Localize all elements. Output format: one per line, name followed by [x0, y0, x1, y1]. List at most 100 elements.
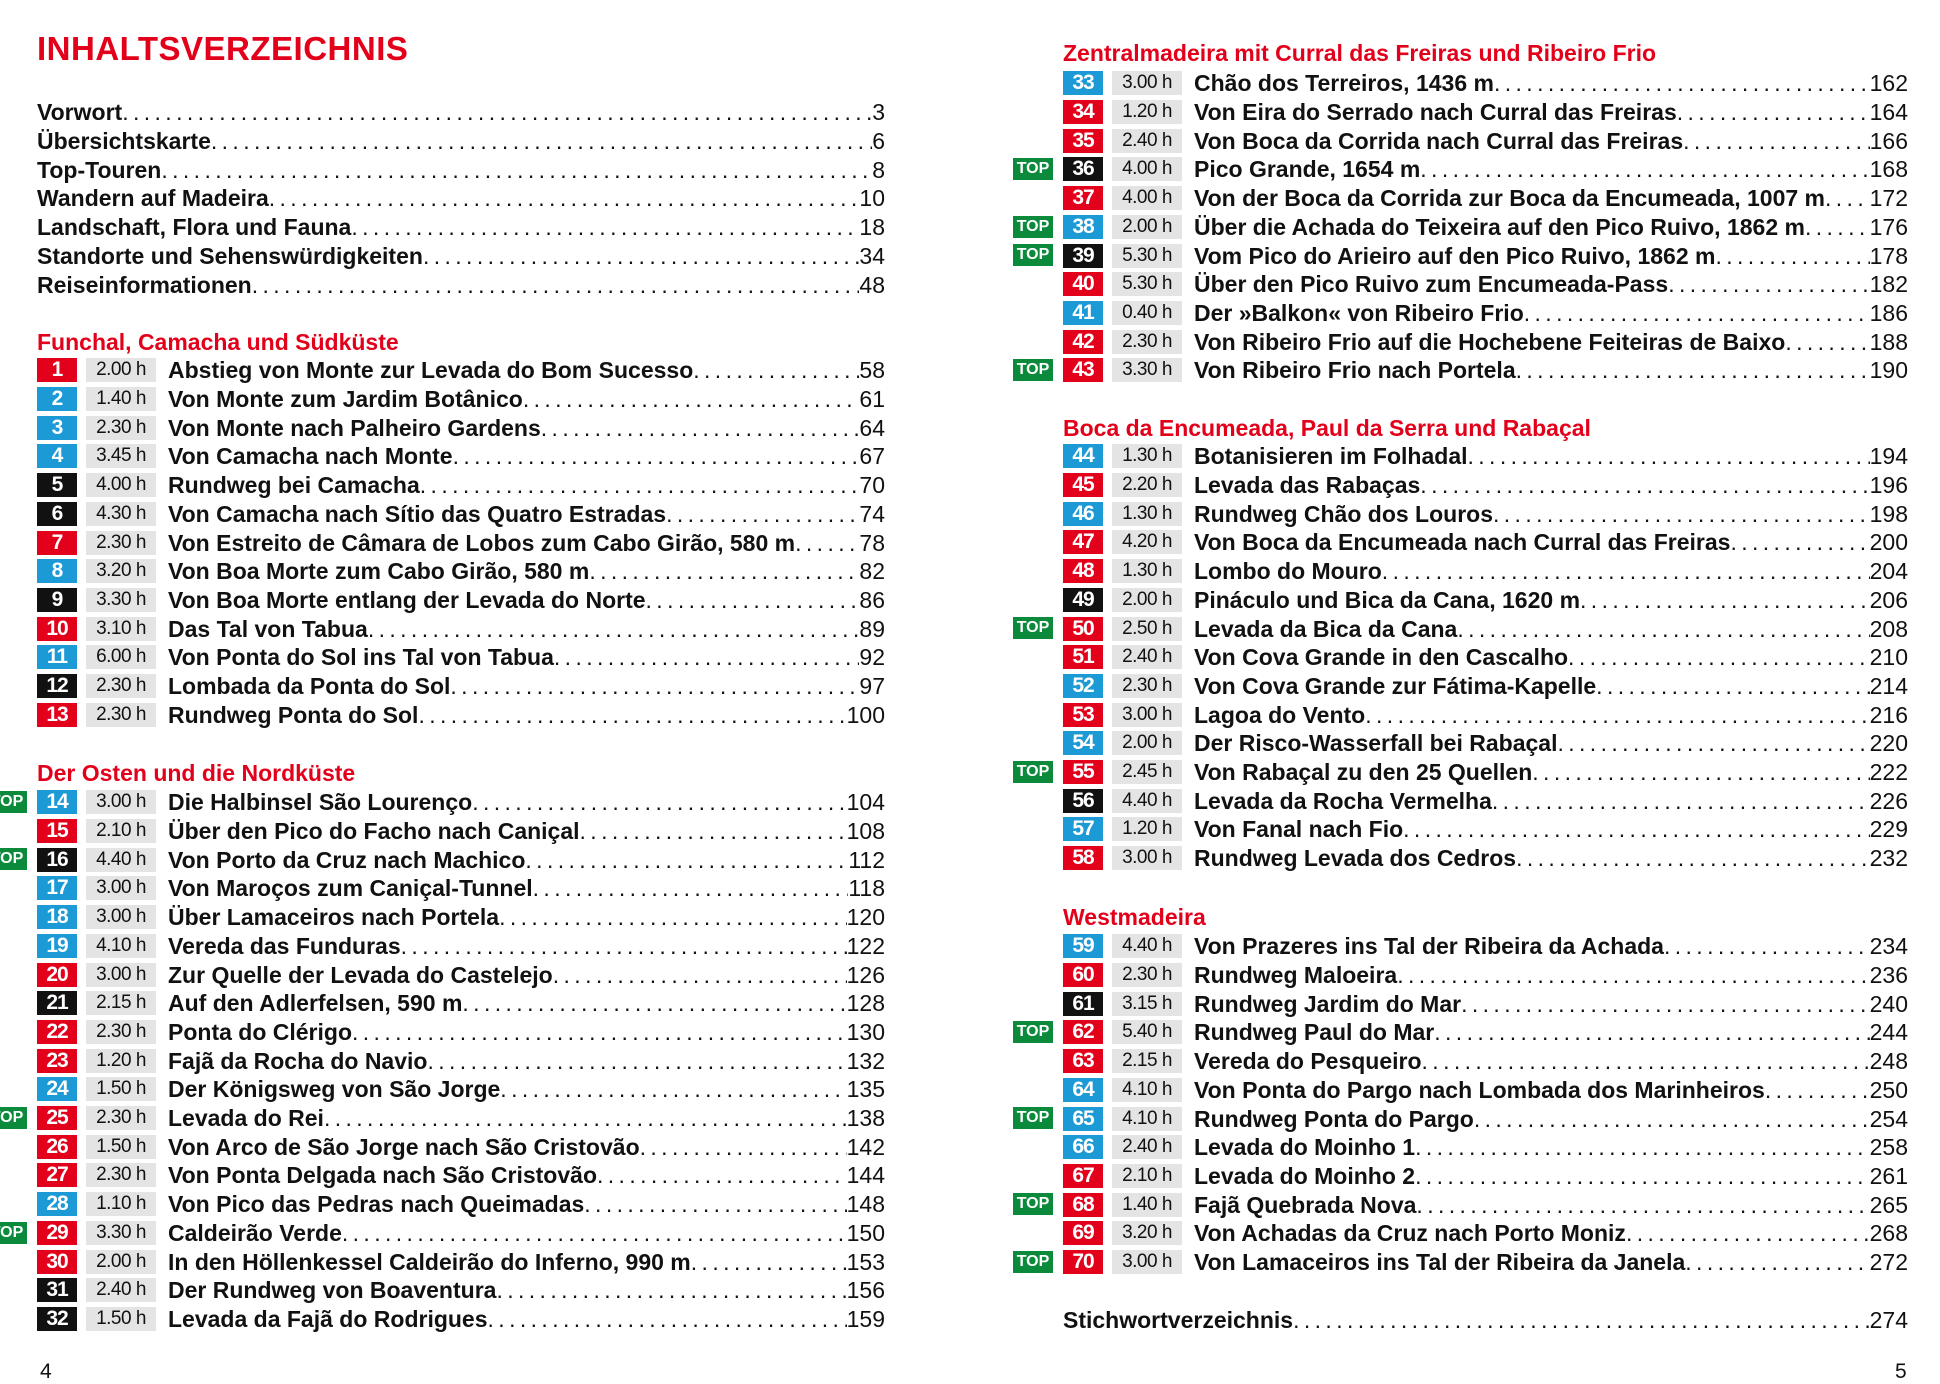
tour-entry[interactable]: 63 2.15 h Vereda do Pesqueiro 248 [1063, 1047, 1908, 1076]
tour-entry[interactable]: 3 2.30 h Von Monte nach Palheiro Gardens 64 [37, 413, 885, 442]
dot-leader [269, 184, 860, 212]
tour-entry[interactable]: 34 1.20 h Von Eira do Serrado nach Curral … [1063, 98, 1908, 127]
tour-entry[interactable]: 14 3.00 h Die Halbinsel São Lourenço 104 [37, 788, 885, 817]
tour-entry[interactable]: 54 2.00 h Der Risco-Wasserfall bei Rabaçal… [1063, 729, 1908, 758]
tour-entry[interactable]: 4 3.45 h Von Camacha nach Monte 67 [37, 442, 885, 471]
tour-entry[interactable]: 47 4.20 h Von Boca da Encumeada nach Curra… [1063, 528, 1908, 557]
entry-title: Von Arco de São Jorge nach São Cristovão [168, 1133, 640, 1160]
tour-entry[interactable]: 21 2.15 h Auf den Adlerfelsen, 590 m 128 [37, 989, 885, 1018]
tour-entry[interactable]: 49 2.00 h Pináculo und Bica da Cana, 1620 … [1063, 586, 1908, 615]
entry-title: Zur Quelle der Levada do Castelejo [168, 961, 553, 988]
entry-page: 232 [1869, 845, 1908, 872]
tour-entry[interactable]: 52 2.30 h Von Cova Grande zur Fátima-Kapel… [1063, 672, 1908, 701]
tour-entry[interactable]: 8 3.20 h Von Boa Morte zum Cabo Girão, 580… [37, 557, 885, 586]
tour-entry[interactable]: 62 5.40 h Rundweg Paul do Mar 244 [1063, 1018, 1908, 1047]
tour-entry[interactable]: 33 3.00 h Chão dos Terreiros, 1436 m 162 [1063, 69, 1908, 98]
toc-entry[interactable]: Wandern auf Madeira 10 [37, 184, 885, 213]
tour-entry[interactable]: 17 3.00 h Von Maroços zum Caniçal-Tunnel 11… [37, 874, 885, 903]
tour-entry[interactable]: 70 3.00 h Von Lamaceiros ins Tal der Ribei… [1063, 1248, 1908, 1277]
tour-entry[interactable]: 48 1.30 h Lombo do Mouro 204 [1063, 557, 1908, 586]
dot-leader [122, 98, 872, 126]
tour-entry[interactable]: 31 2.40 h Der Rundweg von Boaventura 156 [37, 1276, 885, 1305]
tour-entry[interactable]: 12 2.30 h Lombada da Ponta do Sol 97 [37, 672, 885, 701]
tour-entry[interactable]: 67 2.10 h Levada do Moinho 2 261 [1063, 1162, 1908, 1191]
tour-entry[interactable]: 24 1.50 h Der Königsweg von São Jorge 135 [37, 1075, 885, 1104]
tour-entry[interactable]: 40 5.30 h Über den Pico Ruivo zum Encumead… [1063, 270, 1908, 299]
dot-leader [401, 932, 847, 960]
toc-entry[interactable]: Standorte und Sehenswürdigkeiten 34 [37, 242, 885, 271]
tour-entry[interactable]: 42 2.30 h Von Ribeiro Frio auf die Hochebe… [1063, 327, 1908, 356]
tour-entry[interactable]: 35 2.40 h Von Boca da Corrida nach Curral … [1063, 126, 1908, 155]
tour-entry[interactable]: 20 3.00 h Zur Quelle der Levada do Castele… [37, 960, 885, 989]
entry-title: Von Prazeres ins Tal der Ribeira da Acha… [1194, 933, 1664, 960]
tour-entry[interactable]: 41 0.40 h Der »Balkon« von Ribeiro Frio 186 [1063, 299, 1908, 328]
tour-entry[interactable]: 60 2.30 h Rundweg Maloeira 236 [1063, 961, 1908, 990]
tour-entry[interactable]: 39 5.30 h Vom Pico do Arieiro auf den Pico… [1063, 241, 1908, 270]
tour-entry[interactable]: 44 1.30 h Botanisieren im Folhadal 194 [1063, 442, 1908, 471]
dot-leader [342, 1219, 847, 1247]
tour-entry[interactable]: 38 2.00 h Über die Achada do Teixeira auf … [1063, 213, 1908, 242]
tour-entry[interactable]: 10 3.10 h Das Tal von Tabua 89 [37, 614, 885, 643]
tour-entry[interactable]: 15 2.10 h Über den Pico do Facho nach Cani… [37, 817, 885, 846]
tour-number-badge: 70 [1063, 1250, 1103, 1275]
entry-title: Chão dos Terreiros, 1436 m [1194, 70, 1494, 97]
tour-entry[interactable]: 69 3.20 h Von Achadas da Cruz nach Porto M… [1063, 1219, 1908, 1248]
tour-entry[interactable]: 30 2.00 h In den Höllenkessel Caldeirão do… [37, 1247, 885, 1276]
toc-entry[interactable]: Stichwortverzeichnis 274 [1063, 1306, 1908, 1335]
tour-entry[interactable]: 26 1.50 h Von Arco de São Jorge nach São C… [37, 1132, 885, 1161]
toc-entry[interactable]: Vorwort 3 [37, 98, 885, 127]
tour-entry[interactable]: 37 4.00 h Von der Boca da Corrida zur Boca… [1063, 184, 1908, 213]
tour-entry[interactable]: 7 2.30 h Von Estreito de Câmara de Lobos z… [37, 528, 885, 557]
tour-entry[interactable]: 65 4.10 h Rundweg Ponta do Pargo 254 [1063, 1104, 1908, 1133]
tour-entry[interactable]: 36 4.00 h Pico Grande, 1654 m 168 [1063, 155, 1908, 184]
tour-entry[interactable]: 6 4.30 h Von Camacha nach Sítio das Quatro… [37, 500, 885, 529]
tour-entry[interactable]: 57 1.20 h Von Fanal nach Fio 229 [1063, 815, 1908, 844]
tour-number-badge: 60 [1063, 963, 1103, 988]
tour-entry[interactable]: 18 3.00 h Über Lamaceiros nach Portela 120 [37, 903, 885, 932]
duration-label: 2.50 h [1112, 616, 1182, 641]
entry-title: Levada do Rei [168, 1105, 324, 1132]
tour-entry[interactable]: 68 1.40 h Fajã Quebrada Nova 265 [1063, 1190, 1908, 1219]
entry-title: Die Halbinsel São Lourenço [168, 789, 473, 816]
tour-entry[interactable]: 19 4.10 h Vereda das Funduras 122 [37, 932, 885, 961]
tour-entry[interactable]: 9 3.30 h Von Boa Morte entlang der Levada … [37, 586, 885, 615]
tour-entry[interactable]: 58 3.00 h Rundweg Levada dos Cedros 232 [1063, 844, 1908, 873]
tour-entry[interactable]: 32 1.50 h Levada da Fajã do Rodrigues 159 [37, 1305, 885, 1334]
tour-entry[interactable]: 23 1.20 h Fajã da Rocha do Navio 132 [37, 1046, 885, 1075]
tour-entry[interactable]: 27 2.30 h Von Ponta Delgada nach São Crist… [37, 1161, 885, 1190]
tour-entry[interactable]: 56 4.40 h Levada da Rocha Vermelha 226 [1063, 786, 1908, 815]
duration-label: 1.10 h [86, 1192, 156, 1217]
toc-entry[interactable]: Übersichtskarte 6 [37, 127, 885, 156]
toc-entry[interactable]: Reiseinformationen 48 [37, 270, 885, 299]
toc-entry[interactable]: Landschaft, Flora und Fauna 18 [37, 213, 885, 242]
tour-entry[interactable]: 1 2.00 h Abstieg von Monte zur Levada do B… [37, 356, 885, 385]
tour-entry[interactable]: 11 6.00 h Von Ponta do Sol ins Tal von Tab… [37, 643, 885, 672]
tour-entry[interactable]: 22 2.30 h Ponta do Clérigo 130 [37, 1018, 885, 1047]
tour-entry[interactable]: 45 2.20 h Levada das Rabaças 196 [1063, 471, 1908, 500]
tour-entry[interactable]: 46 1.30 h Rundweg Chão dos Louros 198 [1063, 499, 1908, 528]
top-badge: TOP [1013, 760, 1053, 783]
tour-entry[interactable]: 51 2.40 h Von Cova Grande in den Cascalho 2… [1063, 643, 1908, 672]
tour-entry[interactable]: 28 1.10 h Von Pico das Pedras nach Queimad… [37, 1190, 885, 1219]
dot-leader [1532, 758, 1869, 786]
entry-title: Von Boa Morte entlang der Levada do Nort… [168, 586, 646, 613]
toc-entry[interactable]: Top-Touren 8 [37, 155, 885, 184]
tour-entry[interactable]: 43 3.30 h Von Ribeiro Frio nach Portela 190 [1063, 356, 1908, 385]
tour-entry[interactable]: 2 1.40 h Von Monte zum Jardim Botânico 61 [37, 385, 885, 414]
entry-page: 220 [1869, 730, 1908, 757]
entry-title: Levada das Rabaças [1194, 472, 1421, 499]
tour-entry[interactable]: 16 4.40 h Von Porto da Cruz nach Machico 11… [37, 845, 885, 874]
tour-entry[interactable]: 29 3.30 h Caldeirão Verde 150 [37, 1219, 885, 1248]
tour-entry[interactable]: 53 3.00 h Lagoa do Vento 216 [1063, 700, 1908, 729]
tour-entry[interactable]: 64 4.10 h Von Ponta do Pargo nach Lombada … [1063, 1076, 1908, 1105]
tour-entry[interactable]: 66 2.40 h Levada do Moinho 1 258 [1063, 1133, 1908, 1162]
tour-entry[interactable]: 13 2.30 h Rundweg Ponta do Sol 100 [37, 700, 885, 729]
dot-leader [500, 1075, 846, 1103]
tour-entry[interactable]: 61 3.15 h Rundweg Jardim do Mar 240 [1063, 989, 1908, 1018]
tour-entry[interactable]: 50 2.50 h Levada da Bica da Cana 208 [1063, 614, 1908, 643]
tour-number-badge: 48 [1063, 559, 1103, 584]
tour-entry[interactable]: 59 4.40 h Von Prazeres ins Tal der Ribeira… [1063, 932, 1908, 961]
tour-entry[interactable]: 5 4.00 h Rundweg bei Camacha 70 [37, 471, 885, 500]
tour-entry[interactable]: 55 2.45 h Von Rabaçal zu den 25 Quellen 222 [1063, 758, 1908, 787]
tour-entry[interactable]: 25 2.30 h Levada do Rei 138 [37, 1104, 885, 1133]
